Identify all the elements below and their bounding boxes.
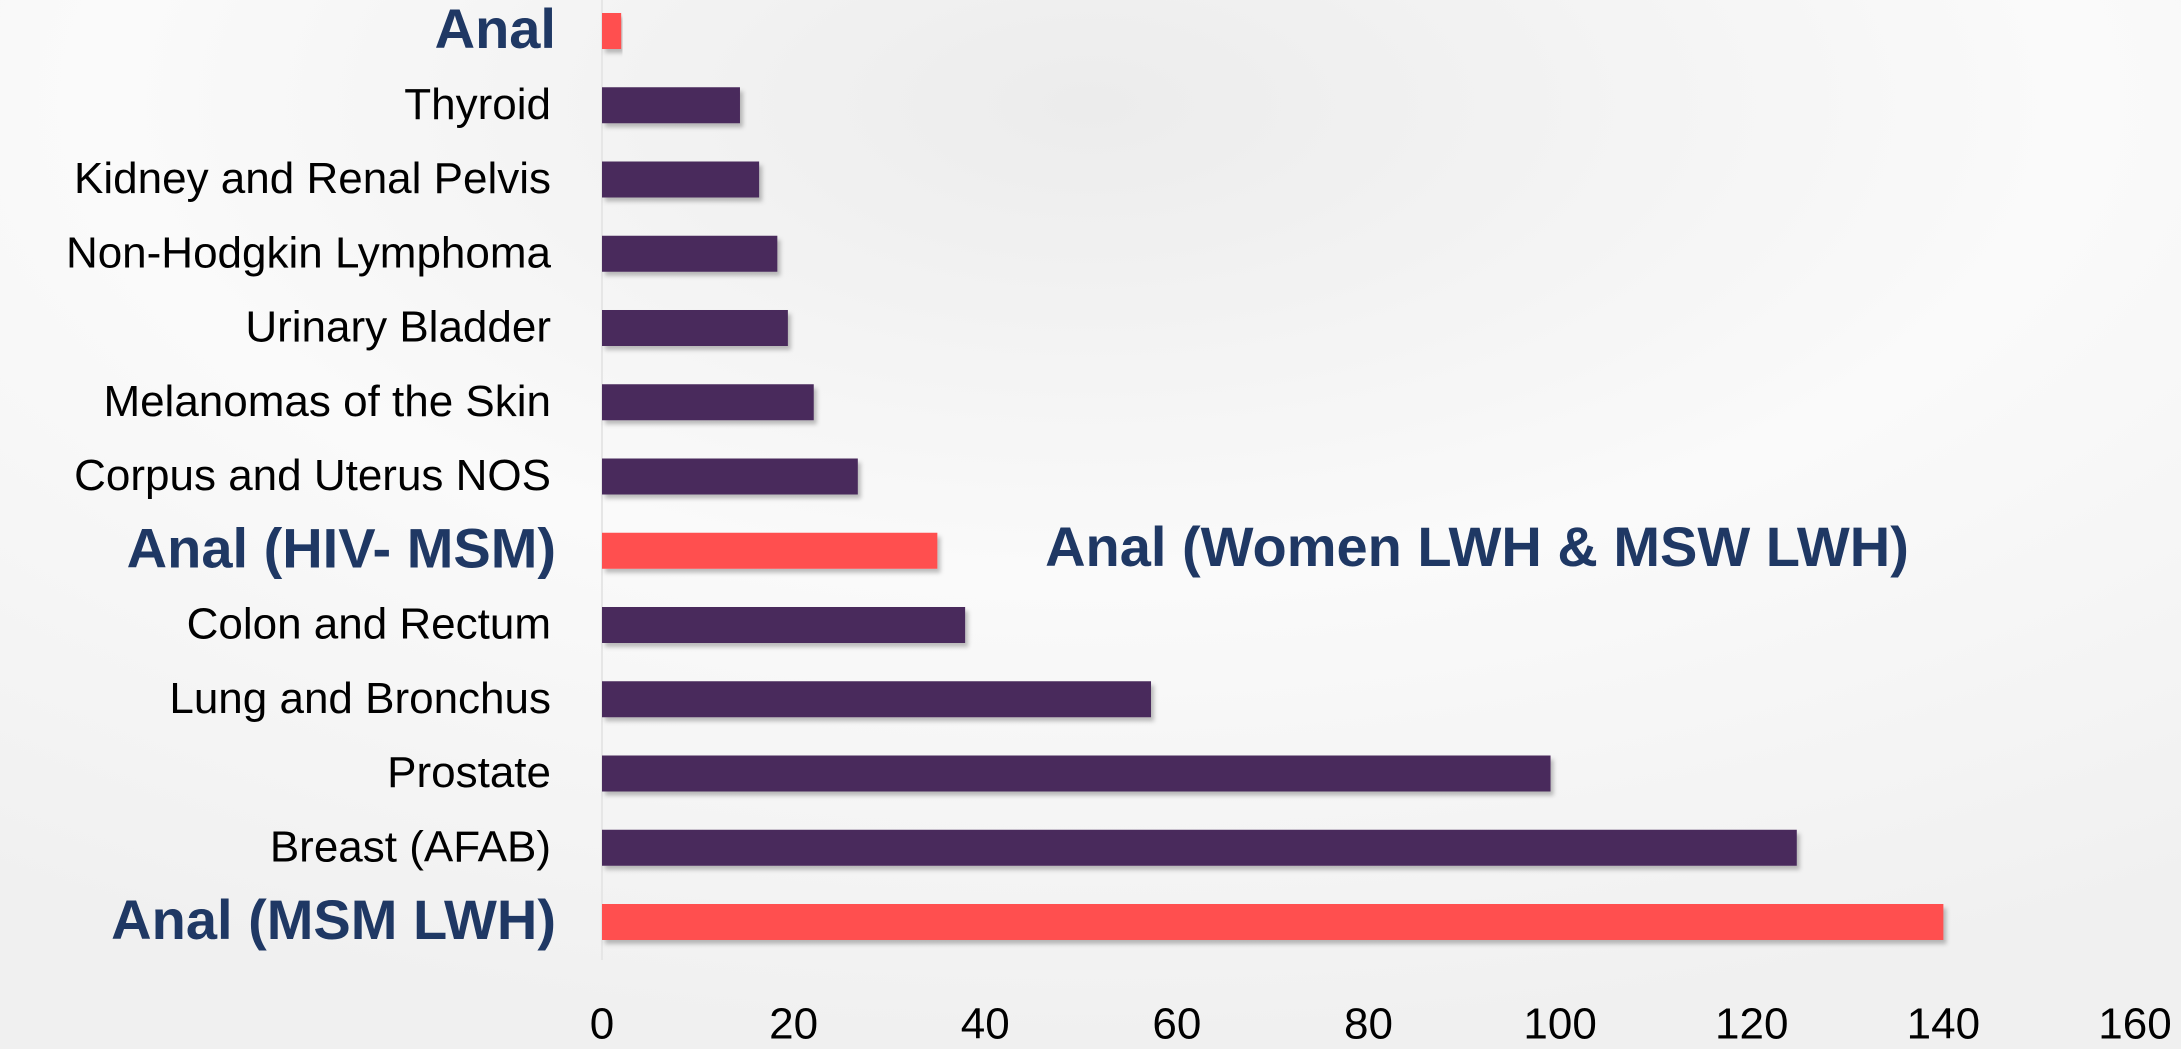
bar <box>602 310 788 346</box>
y-tick-label: Anal (MSM LWH) <box>111 888 556 951</box>
x-tick-label: 120 <box>1715 1000 1788 1049</box>
y-tick-label: Lung and Bronchus <box>169 674 551 723</box>
bar <box>602 161 760 198</box>
bar <box>602 829 1797 866</box>
y-tick-label: Non-Hodgkin Lymphoma <box>66 228 552 277</box>
x-tick-label: 140 <box>1907 1000 1980 1049</box>
bar <box>602 87 740 124</box>
bar <box>602 384 814 421</box>
bar <box>602 235 778 272</box>
y-tick-label: Breast (AFAB) <box>270 822 551 871</box>
annotation: Anal (Women LWH & MSW LWH) <box>1045 515 1909 578</box>
x-tick-label: 0 <box>590 1000 614 1049</box>
x-tick-label: 60 <box>1152 1000 1201 1049</box>
x-tick-label: 80 <box>1344 1000 1393 1049</box>
bar <box>602 607 966 643</box>
bar <box>602 681 1152 718</box>
y-tick-label: Colon and Rectum <box>187 600 551 649</box>
y-tick-label: Urinary Bladder <box>245 303 551 352</box>
bar <box>602 458 858 495</box>
bar <box>602 904 1944 940</box>
y-tick-label: Prostate <box>387 748 551 797</box>
x-tick-label: 160 <box>2098 1000 2171 1049</box>
y-tick-label: Corpus and Uterus NOS <box>74 451 551 500</box>
bar <box>602 532 938 569</box>
y-tick-label: Kidney and Renal Pelvis <box>74 154 551 203</box>
x-tick-label: 20 <box>769 1000 818 1049</box>
y-tick-label: Thyroid <box>404 80 551 129</box>
bar <box>602 13 622 49</box>
x-tick-label: 40 <box>961 1000 1010 1049</box>
bar <box>602 755 1551 792</box>
y-tick-label: Anal <box>435 0 556 60</box>
y-tick-label: Melanomas of the Skin <box>103 377 551 426</box>
y-tick-label: Anal (HIV- MSM) <box>127 517 556 580</box>
x-tick-label: 100 <box>1523 1000 1596 1049</box>
